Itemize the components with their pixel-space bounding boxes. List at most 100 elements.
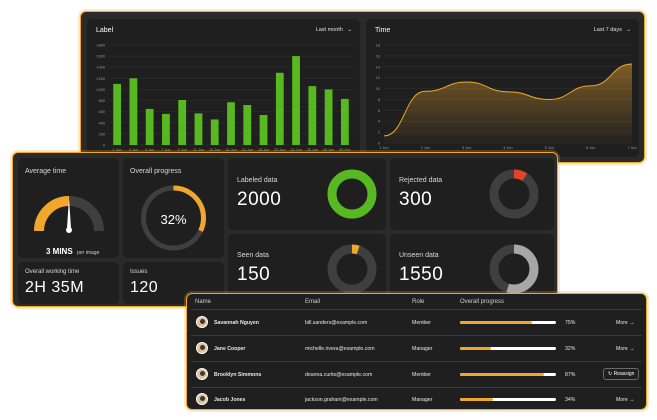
- x-tick-label: 24 Jun: [290, 148, 301, 152]
- row-name: Brooklyn Simmons: [214, 372, 262, 378]
- seen-data-card: Seen data 150: [228, 234, 386, 304]
- label-chart-title: Label: [96, 27, 114, 34]
- ring-value: [489, 244, 539, 294]
- row-progress-label: 75%: [565, 320, 576, 326]
- table-row[interactable]: Jacob Jones jackson.graham@example.com M…: [187, 388, 648, 410]
- labeled-data-card: Labeled data 2000: [228, 158, 386, 230]
- average-time-label: Average time: [25, 168, 67, 175]
- rejected-data-donut: [489, 169, 539, 219]
- bar: [324, 89, 333, 145]
- x-tick-label: 28 Jun: [323, 148, 334, 152]
- bar: [340, 98, 349, 145]
- x-tick-label: 18 Jun: [258, 148, 269, 152]
- x-tick-label: 6 Jun: [586, 146, 595, 150]
- average-time-gauge: [34, 196, 104, 233]
- charts-panel: Label Last month ⌄ 0 200 400 600 800 1000 1200…: [80, 11, 645, 163]
- row-name: Jane Cooper: [214, 346, 246, 352]
- bar: [162, 113, 170, 145]
- header-role: Role: [412, 299, 425, 305]
- bar: [275, 72, 284, 145]
- bar: [292, 56, 300, 145]
- labeled-data-donut: [327, 169, 377, 219]
- y-tick-label: 1400: [97, 66, 105, 70]
- y-tick-label: 600: [99, 110, 105, 114]
- overall-progress-card: Overall progress 32%: [123, 158, 224, 258]
- time-chart-filter[interactable]: Last 7 days ⌄: [594, 27, 631, 33]
- ring-value: [327, 244, 377, 294]
- row-progress-bar: [460, 347, 556, 350]
- y-tick-label: 400: [99, 121, 105, 125]
- y-tick-label: 4: [378, 120, 380, 124]
- y-tick-label: 800: [99, 99, 105, 103]
- seen-data-value: 150: [237, 264, 271, 285]
- time-area-chart: 0 2 4 6 8 10 12 14 16 18 1 Jun 2 Jun 3 Jun 4 Jun 5 Jun…: [376, 44, 637, 151]
- average-time-value: 3 MINS: [46, 247, 73, 256]
- stats-panel: Average time 3 MINS per image Overall pr…: [12, 152, 558, 307]
- header-email: Email: [305, 299, 321, 305]
- ring-value: [141, 185, 206, 251]
- row-progress-bar: [460, 373, 556, 376]
- label-chart-filter[interactable]: Last month ⌄: [316, 27, 352, 33]
- x-tick-label: 1 Jun: [112, 148, 121, 152]
- overall-progress-ring: [141, 185, 206, 251]
- row-role: Manager: [412, 397, 433, 403]
- row-progress-fill: [460, 347, 491, 350]
- x-tick-label: 26 Jun: [307, 148, 318, 152]
- time-chart-title: Time: [375, 27, 391, 34]
- overall-progress-value: 32%: [160, 212, 187, 227]
- avatar: [196, 316, 208, 328]
- more-button[interactable]: More →: [616, 320, 634, 326]
- x-tick-label: 1 Jun: [379, 146, 388, 150]
- bar: [113, 83, 122, 145]
- working-time-value: 2H 35M: [25, 279, 85, 296]
- table-row[interactable]: Savannah Nguyen bill.sanders@example.com…: [187, 310, 648, 335]
- row-role: Member: [412, 320, 432, 326]
- y-tick-label: 12: [376, 76, 380, 80]
- y-tick-label: 18: [376, 44, 380, 48]
- avatar: [196, 368, 208, 380]
- unseen-data-label: Unseen data: [399, 252, 439, 259]
- overall-progress-label: Overall progress: [130, 168, 182, 175]
- reassign-button[interactable]: ↻ Reassign: [603, 368, 640, 380]
- average-time-card: Average time 3 MINS per image: [18, 158, 119, 258]
- badge-icon: [197, 350, 200, 353]
- x-tick-label: 9 Jun: [178, 148, 187, 152]
- row-email: bill.sanders@example.com: [305, 320, 368, 326]
- series-line: [383, 63, 633, 137]
- row-progress-label: 87%: [565, 372, 576, 378]
- x-tick-label: 7 Jun: [627, 146, 636, 150]
- average-time-value-row: 3 MINS per image: [46, 241, 99, 259]
- unseen-data-card: Unseen data 1550: [390, 234, 554, 304]
- header-divider: [191, 309, 642, 310]
- table-row[interactable]: Jane Cooper michelle.rivera@example.com …: [187, 336, 648, 361]
- chevron-down-icon: ⌄: [347, 27, 352, 33]
- table-row[interactable]: Brooklyn Simmons deanna.curtis@example.c…: [187, 362, 648, 387]
- x-tick-label: 7 Jun: [161, 148, 170, 152]
- y-tick-label: 1200: [97, 77, 105, 81]
- row-progress-fill: [460, 398, 493, 401]
- x-tick-label: 4 Jun: [503, 146, 512, 150]
- bar: [210, 119, 219, 145]
- y-tick-label: 10: [376, 87, 380, 91]
- row-name: Jacob Jones: [214, 397, 246, 403]
- x-tick-label: 13 Jun: [209, 148, 220, 152]
- bar: [308, 86, 317, 145]
- reassign-button-label: Reassign: [613, 371, 635, 377]
- more-button[interactable]: More →: [616, 397, 634, 403]
- time-chart-card: Time Last 7 days ⌄ 0 2 4 6 8 10 12 14 16 18 1 Jun 2…: [366, 19, 639, 157]
- bar: [243, 105, 252, 145]
- row-email: deanna.curtis@example.com: [305, 372, 373, 378]
- row-email: michelle.rivera@example.com: [305, 346, 375, 352]
- label-bar-chart: 0 200 400 600 800 1000 1200 1400 1600 1800 1 Jun 3 …: [97, 44, 353, 152]
- header-name: Name: [195, 299, 212, 305]
- row-email: jackson.graham@example.com: [305, 397, 378, 403]
- x-tick-label: 5 Jun: [145, 148, 154, 152]
- row-progress-label: 32%: [565, 346, 576, 352]
- more-button[interactable]: More →: [616, 346, 634, 352]
- seen-data-donut: [327, 244, 377, 294]
- y-tick-label: 14: [376, 65, 380, 69]
- arrow-right-icon: →: [629, 397, 635, 403]
- rejected-data-card: Rejected data 300: [390, 158, 554, 230]
- seen-data-label: Seen data: [237, 252, 269, 259]
- row-name: Savannah Nguyen: [214, 320, 259, 326]
